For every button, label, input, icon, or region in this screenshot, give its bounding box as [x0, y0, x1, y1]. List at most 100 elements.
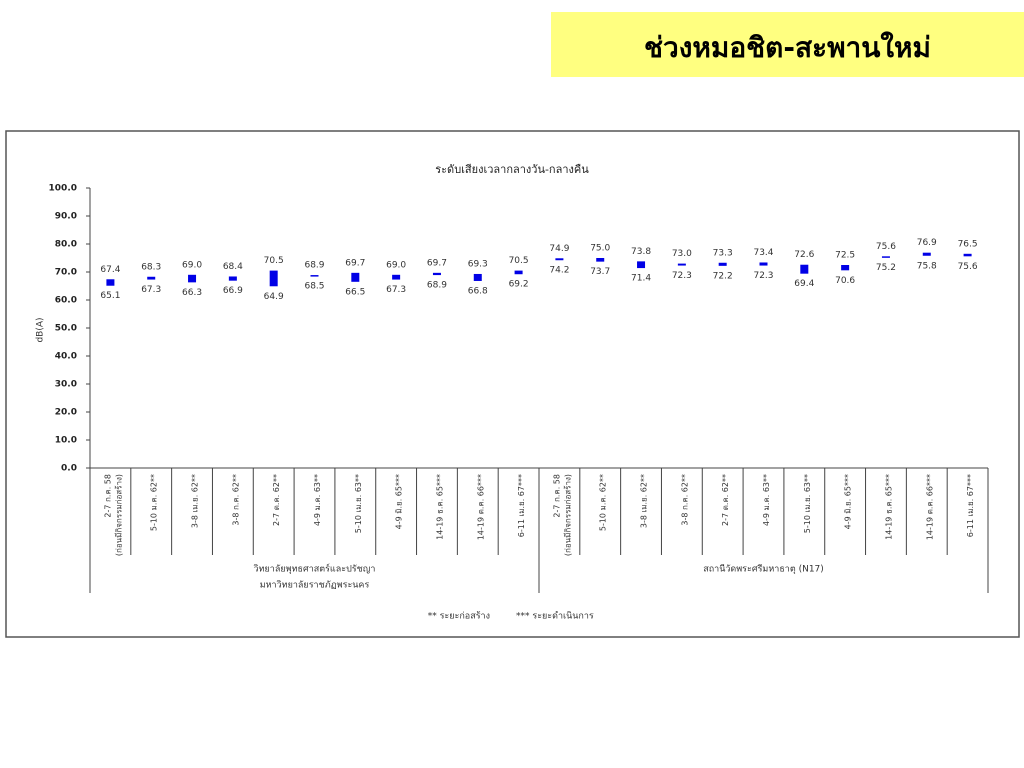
x-tick-label: 14-19 ธ.ค. 65***	[435, 474, 444, 540]
x-tick-label: 2-7 ก.ค. 58	[552, 474, 561, 518]
header-title: ช่วงหมอชิต-สะพานใหม่	[644, 31, 931, 64]
group-label: มหาวิทยาลัยราชภัฏพระนคร	[260, 580, 370, 591]
footnote: *** ระยะดำเนินการ	[516, 611, 594, 622]
high-value-label: 69.7	[345, 258, 365, 268]
range-bar	[269, 270, 278, 287]
high-value-label: 72.6	[794, 250, 814, 260]
range-bar	[963, 253, 972, 257]
range-bar	[188, 274, 197, 283]
low-value-label: 75.8	[917, 261, 937, 271]
low-value-label: 72.3	[672, 271, 692, 281]
y-tick-label: 50.0	[55, 324, 77, 334]
chart-frame	[5, 130, 1020, 638]
range-bar	[106, 279, 115, 286]
range-bar	[677, 263, 686, 266]
low-value-label: 66.3	[182, 288, 202, 298]
high-value-label: 68.9	[304, 261, 324, 271]
high-value-label: 73.8	[631, 247, 651, 257]
x-tick-label: 5-10 เม.ย. 63**	[803, 474, 812, 533]
chart-title: ระดับเสียงเวลากลางวัน-กลางคืน	[435, 163, 589, 176]
high-value-label: 70.5	[509, 256, 529, 266]
low-value-label: 65.1	[100, 291, 120, 301]
high-value-label: 69.3	[468, 259, 488, 269]
low-value-label: 68.9	[427, 281, 447, 291]
range-bar	[637, 261, 646, 269]
x-tick-label: 4-9 มิ.ย. 65***	[395, 474, 404, 529]
range-bar	[392, 274, 401, 280]
x-tick-label: 6-11 เม.ย. 67***	[966, 474, 975, 537]
x-tick-label: 5-10 ม.ค. 62**	[150, 474, 159, 531]
high-value-label: 68.3	[141, 262, 161, 272]
high-value-label: 75.0	[590, 244, 610, 254]
group-label: วิทยาลัยพุทธศาสตร์และปรัชญา	[254, 563, 376, 575]
y-tick-label: 0.0	[61, 464, 77, 474]
range-bar	[310, 275, 319, 277]
range-bar	[147, 276, 156, 280]
x-tick-label: 6-11 เม.ย. 67***	[517, 474, 526, 537]
x-tick-label: 5-10 ม.ค. 62**	[599, 474, 608, 531]
high-value-label: 67.4	[100, 265, 120, 275]
high-value-label: 74.9	[549, 244, 569, 254]
range-bar	[514, 270, 523, 275]
low-value-label: 72.2	[713, 271, 733, 281]
low-value-label: 69.4	[794, 279, 814, 289]
header: ช่วงหมอชิต-สะพานใหม่	[551, 12, 1024, 77]
y-tick-label: 80.0	[55, 240, 77, 250]
range-bar	[718, 262, 727, 266]
x-tick-label: (ก่อนมีกิจกรรมก่อสร้าง)	[114, 474, 123, 556]
low-value-label: 64.9	[264, 292, 284, 302]
high-value-label: 73.0	[672, 249, 692, 259]
y-tick-label: 60.0	[55, 296, 77, 306]
x-tick-label: 2-7 ต.ค. 62**	[721, 474, 730, 526]
x-tick-label: 4-9 ม.ค. 63**	[762, 474, 771, 526]
low-value-label: 71.4	[631, 274, 651, 284]
range-bar	[922, 252, 931, 256]
footnote: ** ระยะก่อสร้าง	[428, 611, 490, 622]
low-value-label: 69.2	[509, 280, 529, 290]
high-value-label: 76.9	[917, 238, 937, 248]
y-axis-label: dB(A)	[36, 317, 46, 342]
range-bar	[351, 272, 360, 282]
high-value-label: 68.4	[223, 262, 243, 272]
x-tick-label: 3-8 เม.ย. 62**	[640, 474, 649, 528]
y-tick-label: 90.0	[55, 212, 77, 222]
y-tick-label: 70.0	[55, 268, 77, 278]
y-tick-label: 100.0	[49, 184, 77, 194]
high-value-label: 69.0	[182, 260, 202, 270]
x-tick-label: 14-19 ต.ค. 66***	[476, 474, 485, 540]
low-value-label: 66.8	[468, 286, 488, 296]
high-value-label: 69.7	[427, 258, 447, 268]
low-value-label: 68.5	[304, 282, 324, 292]
low-value-label: 72.3	[753, 271, 773, 281]
y-tick-label: 40.0	[55, 352, 77, 362]
x-tick-label: (ก่อนมีกิจกรรมก่อสร้าง)	[563, 474, 572, 556]
x-tick-label: 5-10 เม.ย. 63**	[354, 474, 363, 533]
high-value-label: 70.5	[264, 256, 284, 266]
y-tick-label: 30.0	[55, 380, 77, 390]
high-value-label: 75.6	[876, 242, 896, 252]
range-bar	[759, 262, 768, 266]
x-tick-label: 4-9 ม.ค. 63**	[313, 474, 322, 526]
group-label: สถานีวัดพระศรีมหาธาตุ (N17)	[703, 564, 824, 575]
x-tick-label: 14-19 ธ.ค. 65***	[884, 474, 893, 540]
range-bar	[881, 256, 890, 258]
high-value-label: 76.5	[958, 239, 978, 249]
low-value-label: 70.6	[835, 276, 855, 286]
x-tick-label: 3-8 เม.ย. 62**	[191, 474, 200, 528]
x-tick-label: 14-19 ต.ค. 66***	[925, 474, 934, 540]
low-value-label: 75.6	[958, 262, 978, 272]
y-tick-label: 20.0	[55, 408, 77, 418]
low-value-label: 73.7	[590, 267, 610, 277]
low-value-label: 75.2	[876, 263, 896, 273]
x-tick-label: 2-7 ก.ค. 58	[103, 474, 112, 518]
high-value-label: 72.5	[835, 251, 855, 261]
low-value-label: 66.5	[345, 287, 365, 297]
x-tick-label: 3-8 ก.ค. 62**	[231, 474, 240, 526]
range-bar	[596, 258, 605, 262]
low-value-label: 66.9	[223, 286, 243, 296]
high-value-label: 69.0	[386, 260, 406, 270]
range-bar	[228, 276, 237, 281]
range-bar	[841, 265, 850, 271]
low-value-label: 74.2	[549, 266, 569, 276]
